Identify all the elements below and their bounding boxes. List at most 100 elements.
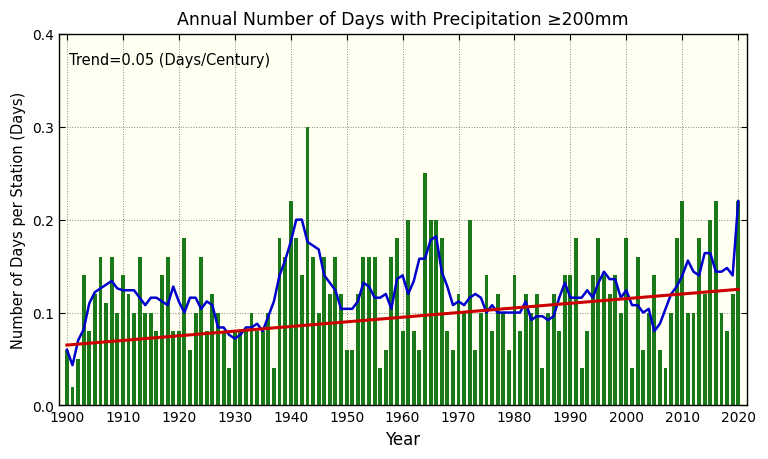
Bar	[429, 220, 432, 406]
Bar	[121, 276, 125, 406]
Bar	[384, 350, 388, 406]
Bar	[619, 313, 623, 406]
Bar	[697, 239, 701, 406]
Bar	[183, 239, 187, 406]
Bar	[272, 369, 276, 406]
Bar	[238, 331, 243, 406]
Bar	[563, 276, 567, 406]
Bar	[222, 331, 226, 406]
Bar	[485, 276, 488, 406]
Bar	[529, 313, 533, 406]
Bar	[255, 331, 259, 406]
Bar	[440, 239, 444, 406]
Bar	[199, 257, 204, 406]
Bar	[412, 331, 415, 406]
Bar	[339, 294, 343, 406]
Y-axis label: Number of Days per Station (Days): Number of Days per Station (Days)	[11, 92, 26, 348]
Bar	[445, 331, 449, 406]
Bar	[205, 331, 209, 406]
Bar	[418, 350, 422, 406]
Bar	[585, 331, 589, 406]
Bar	[277, 239, 281, 406]
Bar	[597, 239, 601, 406]
Bar	[535, 294, 539, 406]
Bar	[451, 350, 455, 406]
Bar	[227, 369, 231, 406]
Bar	[708, 220, 712, 406]
Bar	[691, 313, 696, 406]
Bar	[686, 313, 690, 406]
Bar	[177, 331, 180, 406]
Bar	[473, 350, 477, 406]
Bar	[680, 202, 684, 406]
Bar	[356, 294, 359, 406]
Bar	[132, 313, 136, 406]
X-axis label: Year: Year	[385, 430, 420, 448]
Bar	[194, 313, 197, 406]
Bar	[568, 276, 572, 406]
Bar	[507, 350, 511, 406]
Bar	[580, 369, 584, 406]
Bar	[71, 387, 74, 406]
Bar	[434, 220, 438, 406]
Bar	[154, 331, 158, 406]
Bar	[479, 313, 483, 406]
Bar	[333, 257, 337, 406]
Bar	[104, 303, 108, 406]
Bar	[591, 276, 594, 406]
Bar	[675, 239, 679, 406]
Bar	[630, 369, 634, 406]
Bar	[137, 257, 141, 406]
Bar	[65, 350, 69, 406]
Bar	[171, 331, 175, 406]
Bar	[81, 276, 86, 406]
Bar	[311, 257, 315, 406]
Bar	[703, 294, 707, 406]
Bar	[406, 220, 410, 406]
Bar	[362, 257, 366, 406]
Bar	[323, 257, 326, 406]
Bar	[115, 313, 119, 406]
Bar	[149, 313, 153, 406]
Bar	[127, 294, 131, 406]
Bar	[210, 294, 214, 406]
Bar	[574, 239, 578, 406]
Bar	[266, 313, 270, 406]
Bar	[188, 350, 192, 406]
Bar	[541, 369, 545, 406]
Bar	[502, 313, 505, 406]
Bar	[372, 257, 376, 406]
Bar	[93, 294, 97, 406]
Bar	[88, 331, 91, 406]
Bar	[328, 294, 332, 406]
Bar	[495, 294, 500, 406]
Bar	[294, 239, 298, 406]
Bar	[216, 313, 220, 406]
Bar	[350, 350, 354, 406]
Bar	[306, 128, 310, 406]
Bar	[468, 220, 472, 406]
Bar	[389, 257, 393, 406]
Bar	[551, 294, 555, 406]
Bar	[658, 350, 662, 406]
Bar	[641, 350, 645, 406]
Bar	[518, 331, 522, 406]
Bar	[720, 313, 723, 406]
Bar	[250, 313, 253, 406]
Bar	[367, 257, 371, 406]
Bar	[607, 294, 611, 406]
Bar	[647, 313, 650, 406]
Bar	[300, 276, 304, 406]
Bar	[546, 313, 550, 406]
Bar	[602, 276, 606, 406]
Bar	[524, 294, 528, 406]
Bar	[423, 174, 427, 406]
Bar	[345, 350, 349, 406]
Bar	[669, 313, 673, 406]
Bar	[76, 359, 80, 406]
Title: Annual Number of Days with Precipitation ≥200mm: Annual Number of Days with Precipitation…	[177, 11, 628, 29]
Bar	[490, 331, 494, 406]
Text: Trend=0.05 (Days/Century): Trend=0.05 (Days/Century)	[69, 53, 270, 68]
Bar	[737, 202, 740, 406]
Bar	[160, 276, 164, 406]
